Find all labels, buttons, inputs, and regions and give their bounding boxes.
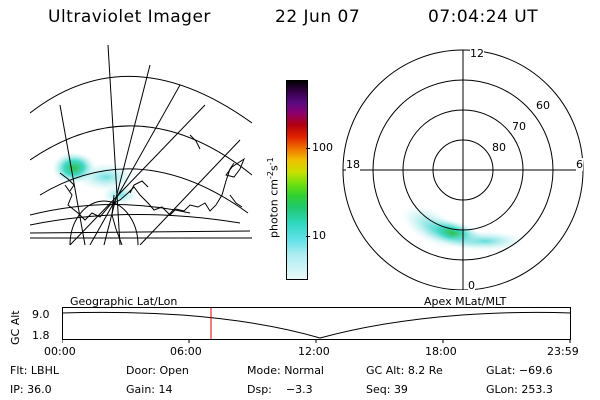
info-ip: IP: 36.0 <box>10 383 52 396</box>
info-gain: Gain: 14 <box>126 383 173 396</box>
info-door: Door: Open <box>126 364 189 377</box>
colorbar-tick-10: 10 <box>312 229 326 242</box>
altitude-plot <box>62 307 572 343</box>
info-mode: Mode: Normal <box>247 364 324 377</box>
info-glat: GLat: −69.6 <box>486 364 553 377</box>
info-seq: Seq: 39 <box>366 383 408 396</box>
app-title: Ultraviolet Imager <box>48 7 211 27</box>
xtick-0000: 00:00 <box>44 345 76 358</box>
mlt-label-12: 12 <box>470 47 484 60</box>
mlt-label-6: 6 <box>576 158 583 171</box>
info-flt: Flt: LBHL <box>10 364 59 377</box>
xtick-1200: 12:00 <box>298 345 330 358</box>
info-dsp: Dsp: −3.3 <box>247 383 313 396</box>
colorbar <box>286 80 308 280</box>
xtick-2359: 23:59 <box>547 345 579 358</box>
geographic-caption: Geographic Lat/Lon <box>70 295 178 308</box>
colorbar-tick-100: 100 <box>312 141 333 154</box>
xtick-1800: 18:00 <box>425 345 457 358</box>
date-label: 22 Jun 07 <box>275 7 361 27</box>
info-glon: GLon: 253.3 <box>486 383 553 396</box>
altitude-ylabel: GC Alt <box>9 310 22 345</box>
info-gc-alt: GC Alt: 8.2 Re <box>366 364 443 377</box>
mlt-label-0: 0 <box>468 279 475 292</box>
aurora-oval <box>401 205 525 251</box>
colorbar-unit-label: photon cm-2s-1 <box>266 157 281 238</box>
colorbar-tick-mark <box>306 236 310 237</box>
mlat-label-60: 60 <box>536 99 550 112</box>
apex-caption: Apex MLat/MLT <box>424 295 507 308</box>
colorbar-tick-mark <box>306 148 310 149</box>
altitude-ytick-low: 1.8 <box>32 329 50 342</box>
polar-plot <box>342 49 584 290</box>
mlat-label-70: 70 <box>512 120 526 133</box>
time-label: 07:04:24 UT <box>428 7 539 27</box>
mlt-label-18: 18 <box>346 158 360 171</box>
geographic-map <box>30 45 252 245</box>
altitude-ytick-high: 9.0 <box>32 308 50 321</box>
xtick-0600: 06:00 <box>170 345 202 358</box>
mlat-label-80: 80 <box>492 141 506 154</box>
